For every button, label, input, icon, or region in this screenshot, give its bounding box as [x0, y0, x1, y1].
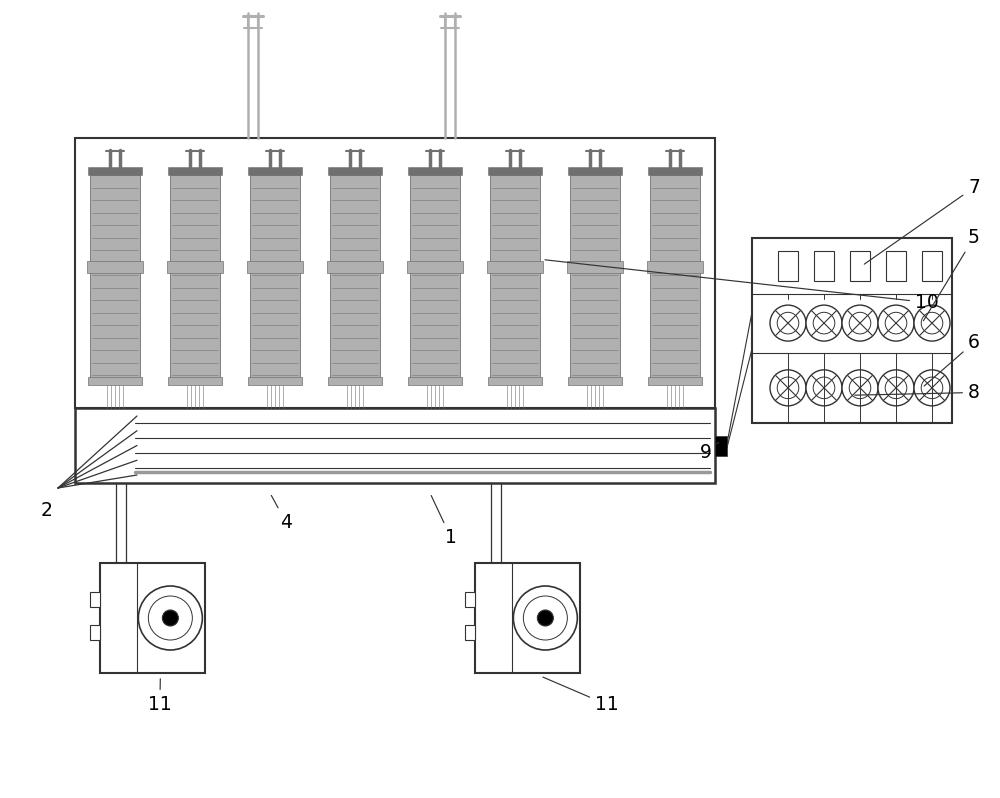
Bar: [922, 251, 942, 281]
Bar: [75, 138, 715, 408]
Bar: [250, 175, 300, 380]
Text: 8: 8: [855, 383, 980, 402]
Circle shape: [806, 305, 842, 341]
Bar: [567, 261, 623, 273]
Bar: [648, 167, 702, 175]
Circle shape: [138, 586, 202, 650]
Bar: [850, 251, 870, 281]
Bar: [778, 251, 798, 281]
Text: 5: 5: [923, 228, 980, 321]
Bar: [886, 251, 906, 281]
Text: 7: 7: [864, 178, 980, 264]
Circle shape: [878, 369, 914, 406]
Bar: [648, 377, 702, 385]
Bar: [90, 625, 100, 640]
Bar: [408, 167, 462, 175]
Bar: [410, 175, 460, 380]
Circle shape: [842, 369, 878, 406]
Circle shape: [537, 610, 553, 626]
Bar: [407, 261, 463, 273]
Bar: [647, 261, 703, 273]
Bar: [88, 167, 142, 175]
Text: 9: 9: [700, 442, 719, 462]
Circle shape: [914, 369, 950, 406]
Bar: [247, 261, 303, 273]
Bar: [248, 167, 302, 175]
Bar: [90, 175, 140, 380]
Circle shape: [513, 586, 577, 650]
Bar: [100, 563, 205, 673]
Bar: [715, 436, 727, 456]
Bar: [487, 261, 543, 273]
Bar: [570, 175, 620, 380]
Bar: [814, 251, 834, 281]
Bar: [87, 261, 143, 273]
Text: 4: 4: [271, 496, 292, 532]
Text: 1: 1: [431, 496, 457, 547]
Bar: [328, 167, 382, 175]
Bar: [490, 175, 540, 380]
Bar: [167, 261, 223, 273]
Circle shape: [842, 305, 878, 341]
Bar: [168, 377, 222, 385]
Text: 11: 11: [148, 679, 172, 714]
Text: 11: 11: [543, 677, 619, 714]
Bar: [568, 167, 622, 175]
Circle shape: [806, 369, 842, 406]
Bar: [488, 167, 542, 175]
Circle shape: [770, 369, 806, 406]
Circle shape: [770, 305, 806, 341]
Bar: [752, 238, 952, 423]
Bar: [248, 377, 302, 385]
Bar: [327, 261, 383, 273]
Bar: [328, 377, 382, 385]
Circle shape: [914, 305, 950, 341]
Bar: [168, 167, 222, 175]
Text: 2: 2: [40, 500, 52, 519]
Bar: [90, 592, 100, 607]
Bar: [170, 175, 220, 380]
Circle shape: [162, 610, 178, 626]
Bar: [465, 592, 475, 607]
Circle shape: [878, 305, 914, 341]
Bar: [488, 377, 542, 385]
Bar: [408, 377, 462, 385]
Bar: [88, 377, 142, 385]
Bar: [475, 563, 580, 673]
Bar: [568, 377, 622, 385]
Bar: [650, 175, 700, 380]
Text: 6: 6: [924, 333, 980, 386]
Bar: [330, 175, 380, 380]
Bar: [465, 625, 475, 640]
Bar: [75, 408, 715, 483]
Text: 10: 10: [545, 260, 939, 312]
